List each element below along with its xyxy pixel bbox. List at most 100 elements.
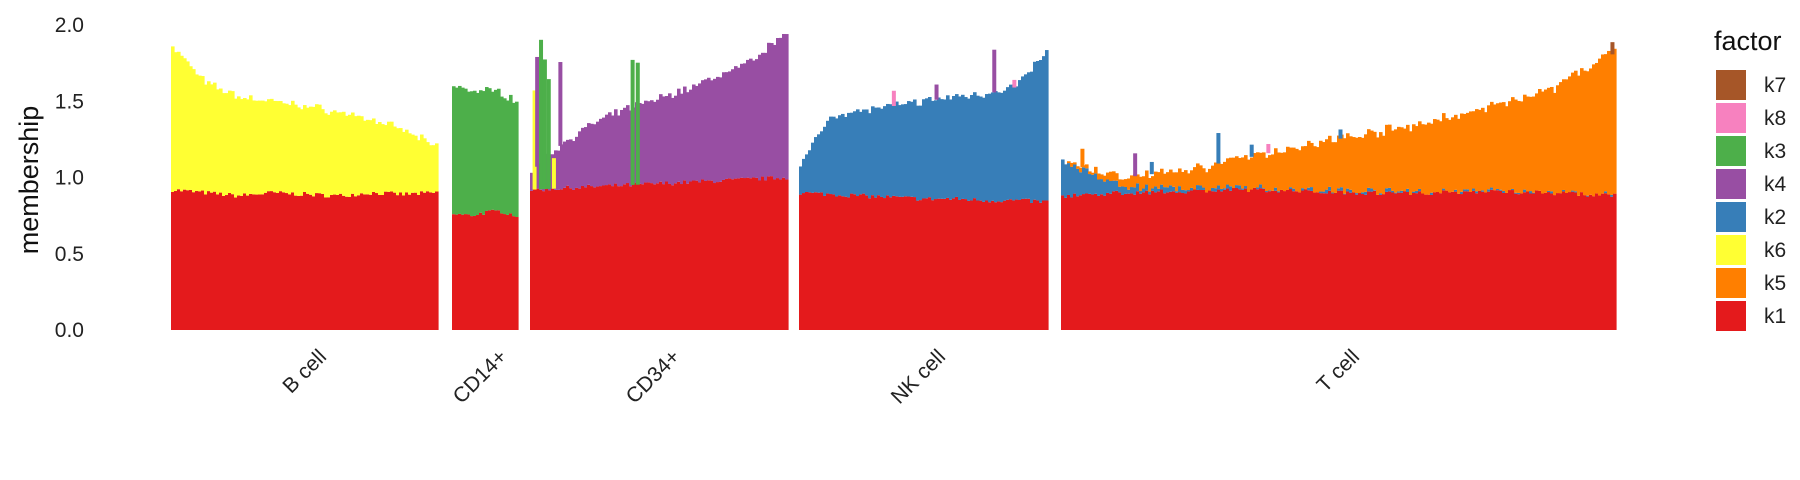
bar-segment-k1 <box>339 193 343 330</box>
bar-segment-k1 <box>1226 188 1230 330</box>
bar-segment-k1 <box>883 198 887 330</box>
bar-segment-k1 <box>1073 193 1077 330</box>
bar-segment-k1 <box>1103 195 1107 330</box>
bar-segment-k2 <box>970 95 974 201</box>
bar-segment-k1 <box>1030 202 1034 330</box>
y-tick-label: 2.0 <box>55 14 84 37</box>
bar-segment-k1 <box>979 200 983 330</box>
bar-segment-k2 <box>844 116 848 197</box>
bar-segment-k6 <box>372 118 376 192</box>
bar-segment-k1 <box>1232 188 1236 330</box>
bar-segment-k3 <box>500 96 504 214</box>
bar-segment-k2 <box>1070 166 1074 198</box>
bar-segment-k5 <box>1157 172 1161 189</box>
x-tick-label: T cell <box>1313 345 1364 396</box>
bar-segment-k5 <box>1502 102 1506 191</box>
bar-segment-k2 <box>823 126 827 196</box>
bar-segment-k1 <box>539 189 543 330</box>
bar-segment-k5 <box>1574 70 1578 192</box>
bar-segment-k6 <box>333 110 337 195</box>
bar-segment-k2 <box>1085 168 1089 194</box>
bar-segment-k3 <box>491 91 495 210</box>
bar-segment-k1 <box>1082 194 1086 330</box>
bar-segment-k2 <box>1400 190 1404 193</box>
bar-segment-k1 <box>1211 191 1215 330</box>
bar-segment-k2 <box>808 150 812 193</box>
bar-segment-k2 <box>1127 189 1131 194</box>
bar-segment-k5 <box>1214 162 1218 189</box>
bar-segment-k6 <box>318 104 322 194</box>
bar-segment-k5 <box>1133 174 1137 188</box>
bar-segment-k1 <box>1133 194 1137 330</box>
bar-segment-k2 <box>1574 191 1578 193</box>
bar-spike-k5 <box>1080 148 1085 168</box>
bar-segment-k2 <box>1388 187 1392 192</box>
bar-segment-k1 <box>1451 191 1455 330</box>
bar-segment-k5 <box>1142 176 1146 189</box>
bar-segment-k1 <box>767 176 771 330</box>
bar-segment-k1 <box>336 194 340 330</box>
bar-segment-k6 <box>219 88 223 193</box>
bar-segment-k6 <box>399 128 403 193</box>
bar-segment-k6 <box>336 112 340 195</box>
bar-segment-k5 <box>1520 101 1524 194</box>
bar-segment-k3 <box>470 91 474 217</box>
bar-segment-k1 <box>473 215 477 330</box>
bar-segment-k1 <box>1340 190 1344 330</box>
bar-segment-k4 <box>692 84 696 181</box>
bar-segment-k1 <box>282 192 286 330</box>
bar-segment-k1 <box>1400 192 1404 330</box>
bar-segment-k4 <box>761 52 765 177</box>
bar-segment-k5 <box>1304 146 1308 190</box>
bar-segment-k1 <box>390 191 394 330</box>
bar-segment-k2 <box>1130 187 1134 194</box>
bar-segment-k6 <box>225 93 229 196</box>
bar-segment-k5 <box>1322 142 1326 192</box>
bar-segment-k1 <box>1304 189 1308 330</box>
bar-segment-k5 <box>1172 172 1176 187</box>
bar-segment-k2 <box>928 97 932 198</box>
bar-segment-k1 <box>617 186 621 330</box>
bar-segment-k1 <box>1121 194 1125 330</box>
bar-segment-k1 <box>177 189 181 330</box>
bar-segment-k1 <box>889 197 893 330</box>
bar-segment-k5 <box>1481 107 1485 191</box>
bar-segment-k1 <box>740 177 744 330</box>
bar-segment-k1 <box>387 191 391 330</box>
bar-segment-k1 <box>785 179 789 330</box>
bar-segment-k2 <box>1202 187 1206 190</box>
bar-segment-k1 <box>976 200 980 330</box>
bar-segment-k5 <box>1124 179 1128 187</box>
bar-segment-k1 <box>946 197 950 330</box>
bar-segment-k1 <box>1499 190 1503 330</box>
legend-swatch-k5 <box>1716 268 1746 298</box>
bar-segment-k1 <box>1535 190 1539 330</box>
bar-segment-k1 <box>249 193 253 330</box>
bar-segment-k1 <box>1505 192 1509 330</box>
bar-segment-k6 <box>393 126 397 193</box>
bar-segment-k1 <box>892 195 896 330</box>
bar-segment-k1 <box>623 184 627 330</box>
bar-segment-k1 <box>288 194 292 330</box>
bar-segment-k2 <box>1100 179 1104 195</box>
bar-segment-k1 <box>991 200 995 330</box>
bar-segment-k1 <box>1601 193 1605 330</box>
bar-segment-k5 <box>1127 178 1131 190</box>
bar-segment-k2 <box>913 99 917 198</box>
bar-segment-k1 <box>695 180 699 330</box>
bar-segment-k1 <box>255 194 259 330</box>
bar-segment-k1 <box>1325 193 1329 330</box>
bar-segment-k1 <box>1283 191 1287 330</box>
bar-segment-k1 <box>494 210 498 330</box>
bar-segment-k1 <box>470 216 474 330</box>
bar-segment-k1 <box>384 191 388 330</box>
bar-segment-k1 <box>1508 190 1512 330</box>
bar-segment-k2 <box>1139 190 1143 194</box>
bar-segment-k2 <box>1073 164 1077 194</box>
bar-segment-k1 <box>231 194 235 330</box>
bar-segment-k2 <box>1406 188 1410 192</box>
bar-segment-k4 <box>569 139 573 189</box>
bar-segment-k2 <box>1064 164 1068 198</box>
bar-segment-k1 <box>1541 193 1545 330</box>
bar-segment-k1 <box>1421 193 1425 330</box>
